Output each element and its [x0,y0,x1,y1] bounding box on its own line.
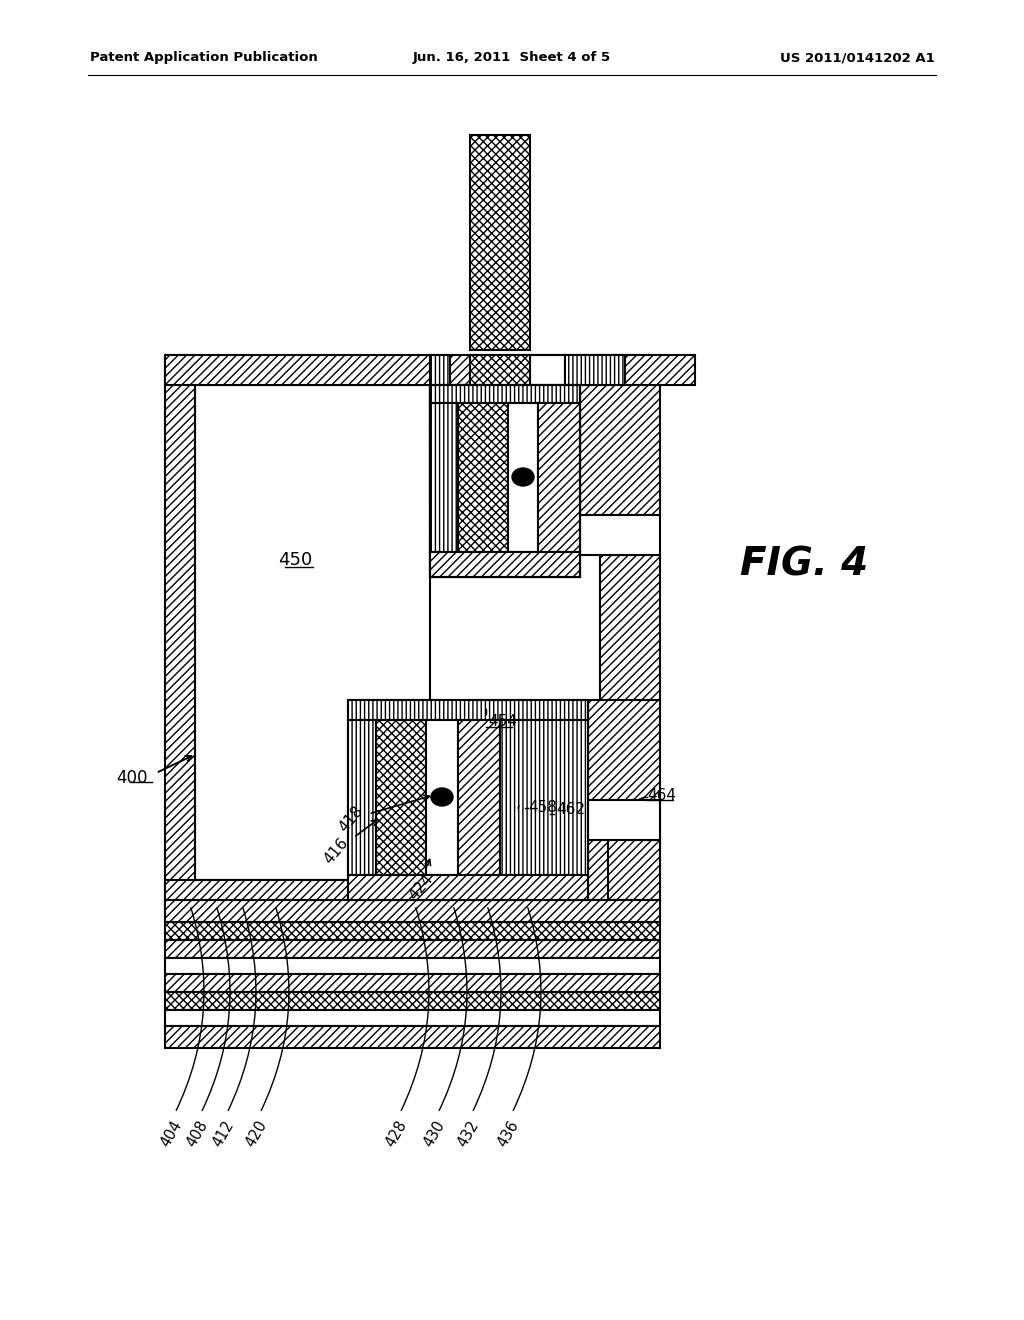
Bar [348,700,588,900]
Bar [430,552,580,577]
Bar [430,385,580,577]
Bar [430,385,580,577]
Bar [165,880,460,909]
Bar [458,403,508,552]
Text: 416: 416 [321,820,377,867]
Text: Patent Application Publication: Patent Application Publication [90,51,317,65]
Text: US 2011/0141202 A1: US 2011/0141202 A1 [780,51,935,65]
Text: FIG. 4: FIG. 4 [740,546,868,583]
Bar [348,875,588,900]
Bar [530,355,565,385]
Bar [430,403,580,428]
Bar [165,958,660,974]
Text: 450: 450 [278,550,312,569]
Bar [430,428,580,446]
Bar [430,385,580,403]
Text: 418: 418 [336,795,429,836]
Bar [430,446,580,516]
Bar [538,403,580,552]
Bar [165,993,660,1010]
Bar [588,700,660,900]
Bar [165,1026,660,1048]
Bar [165,1010,660,1026]
Bar [430,385,460,506]
Bar [458,719,500,875]
Bar [165,940,660,958]
Bar [376,719,426,875]
Text: 400: 400 [117,770,148,787]
Bar [430,403,458,552]
Ellipse shape [512,469,534,486]
Bar [470,355,530,385]
Bar [580,355,660,515]
Text: 412: 412 [210,1118,237,1150]
Bar [430,385,580,403]
Text: 462: 462 [556,803,585,817]
Bar [500,719,588,875]
Text: 430: 430 [421,1118,447,1150]
Bar [565,355,625,385]
Bar [508,403,538,552]
Text: 454: 454 [488,714,517,729]
Bar [470,135,530,350]
Bar [608,840,660,900]
Bar [430,355,450,385]
Text: 428: 428 [383,1118,410,1150]
Bar [426,719,458,875]
Bar [165,355,195,909]
Text: 436: 436 [496,1118,522,1150]
Bar [430,552,580,577]
Ellipse shape [431,788,453,807]
Bar [165,900,660,921]
Bar [165,921,660,940]
Bar [430,516,580,535]
Bar [195,385,430,880]
Bar [348,700,588,719]
Text: 404: 404 [158,1118,185,1150]
Text: 424: 424 [406,859,436,903]
Bar [600,554,660,705]
Text: 432: 432 [455,1118,482,1150]
Text: 458: 458 [528,800,557,816]
Text: 408: 408 [184,1118,211,1150]
Bar [165,355,695,385]
Bar [348,719,376,875]
Text: Jun. 16, 2011  Sheet 4 of 5: Jun. 16, 2011 Sheet 4 of 5 [413,51,611,65]
Bar [588,800,660,840]
Bar [580,515,660,554]
Bar [165,974,660,993]
Text: 464: 464 [647,788,676,803]
Bar [430,535,580,552]
Text: 420: 420 [243,1118,270,1150]
